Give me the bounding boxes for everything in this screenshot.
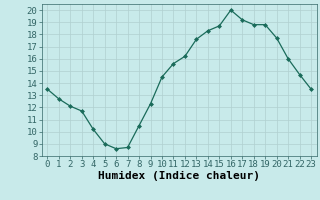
X-axis label: Humidex (Indice chaleur): Humidex (Indice chaleur) — [98, 171, 260, 181]
